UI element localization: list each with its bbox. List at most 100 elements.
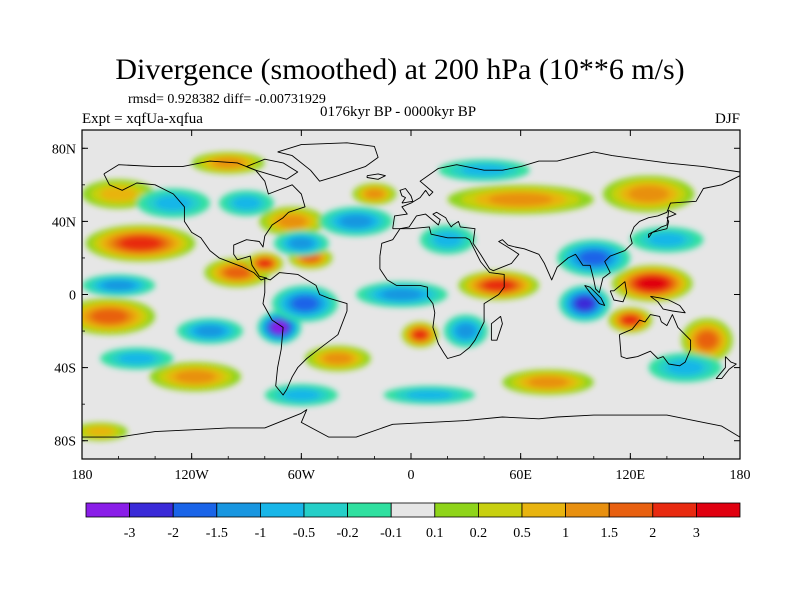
colorbar-swatch: [216, 502, 261, 518]
colorbar-swatch: [303, 502, 348, 518]
x-tick-label: 0: [408, 468, 415, 483]
contour-negative: [102, 280, 135, 291]
contour-positive: [119, 236, 162, 251]
y-tick-label: 40S: [54, 362, 76, 377]
coastline-madagascar: [490, 315, 503, 341]
experiment-label: Expt = xqfUa-xqfua: [82, 111, 203, 127]
contour-positive: [100, 186, 137, 202]
y-tick-label: 80S: [54, 435, 76, 450]
colorbar-label: 0.5: [513, 526, 531, 541]
colorbar-swatch: [521, 502, 566, 518]
contour-negative: [232, 196, 261, 210]
contour-negative: [118, 352, 156, 364]
colorbar-swatch: [390, 502, 436, 518]
contour-positive: [257, 259, 272, 268]
x-tick-label: 180: [730, 468, 751, 483]
contour-positive: [224, 266, 251, 279]
colorbar-swatch: [85, 502, 130, 518]
contour-positive: [413, 329, 427, 340]
colorbar-swatch: [129, 502, 174, 518]
axes: 180 120W 60W 0 60E 120E 180 80N 40N 0 40S 80S: [52, 130, 751, 483]
contour-positive: [175, 370, 216, 384]
period-label: 0176kyr BP - 0000kyr BP: [320, 104, 477, 120]
coastline-new-zealand: [715, 356, 737, 380]
contour-negative: [289, 237, 314, 249]
colorbar-swatch: [608, 502, 654, 518]
contour-positive: [323, 352, 353, 365]
contour-negative: [456, 323, 476, 339]
colorbar-swatch: [434, 502, 479, 518]
y-tick-label: 40N: [52, 215, 76, 230]
colorbar-swatch: [477, 502, 523, 518]
x-tick-label: 120W: [175, 468, 210, 483]
colorbar-label: -1: [255, 526, 267, 541]
colorbar-label: 0.1: [426, 526, 444, 541]
colorbar-swatch: [696, 502, 741, 518]
chart-title: Divergence (smoothed) at 200 hPa (10**6 …: [115, 53, 685, 86]
coastline-japan: [648, 209, 677, 239]
colorbar-label: 3: [693, 526, 700, 541]
colorbar-swatch: [172, 502, 218, 518]
contour-negative: [381, 288, 422, 301]
coastline-eurasia: [392, 151, 740, 294]
coastline-south-america: [262, 272, 348, 396]
colorbar-label: -0.5: [293, 526, 315, 541]
contour-negative: [406, 390, 453, 400]
x-tick-label: 180: [72, 468, 93, 483]
x-tick-label: 120E: [616, 468, 646, 483]
stats-line: rmsd= 0.928382 diff= -0.00731929: [128, 92, 326, 107]
x-tick-label: 60W: [288, 468, 316, 483]
contour-negative: [579, 250, 609, 266]
colorbar-label: 0.2: [470, 526, 488, 541]
colorbar-label: 1: [562, 526, 569, 541]
colorbar-swatch: [259, 502, 305, 518]
colorbar-label: -2: [167, 526, 179, 541]
contour-positive: [622, 315, 639, 325]
coastline-new-guinea: [650, 295, 686, 314]
contour-positive: [696, 331, 718, 349]
colorbar-label: 2: [649, 526, 656, 541]
contour-negative: [340, 214, 373, 228]
map-field: [82, 130, 740, 459]
coastlines: [82, 142, 740, 438]
contour-positive: [488, 193, 553, 206]
contour-negative: [648, 233, 686, 247]
contour-positive: [91, 309, 128, 324]
field-anomalies: [82, 151, 733, 441]
contour-positive: [637, 277, 667, 291]
coastline-sumatra: [584, 284, 606, 306]
colorbar-label: -3: [124, 526, 136, 541]
colorbar-label: -0.1: [380, 526, 402, 541]
contour-negative: [195, 325, 225, 337]
colorbar-label: -0.2: [337, 526, 359, 541]
contour-negative: [666, 360, 704, 375]
contour-negative: [271, 321, 288, 334]
coastline-africa: [379, 226, 505, 359]
coastline-antarctica: [82, 409, 740, 438]
contour-negative: [283, 389, 320, 401]
contour-positive: [528, 376, 569, 388]
contour-positive: [628, 185, 669, 202]
contour-positive: [483, 279, 514, 291]
coastline-greenland: [277, 142, 379, 182]
colorbar-swatch: [347, 502, 392, 518]
contour-negative: [155, 195, 192, 211]
contour-positive: [212, 158, 245, 168]
coastline-australia: [618, 314, 692, 367]
coastline-baffin: [246, 158, 299, 180]
x-tick-label: 60E: [509, 468, 532, 483]
coastline-iceland: [366, 173, 386, 180]
contour-negative: [291, 296, 319, 311]
contour-negative: [433, 232, 462, 247]
colorbar-label: 1.5: [600, 526, 618, 541]
colorbar: -3 -2 -1.5 -1 -0.5 -0.2 -0.1 0.1 0.2 0.5 1 1.5 2 3: [85, 502, 741, 541]
contour-positive: [364, 189, 385, 199]
colorbar-swatch: [565, 502, 610, 518]
coastline-north-america: [103, 160, 306, 281]
coastline-borneo: [609, 281, 628, 303]
colorbar-label: -1.5: [206, 526, 228, 541]
colorbar-swatch: [652, 502, 697, 518]
y-tick-label: 80N: [52, 142, 76, 157]
coastline-britain: [399, 188, 414, 204]
